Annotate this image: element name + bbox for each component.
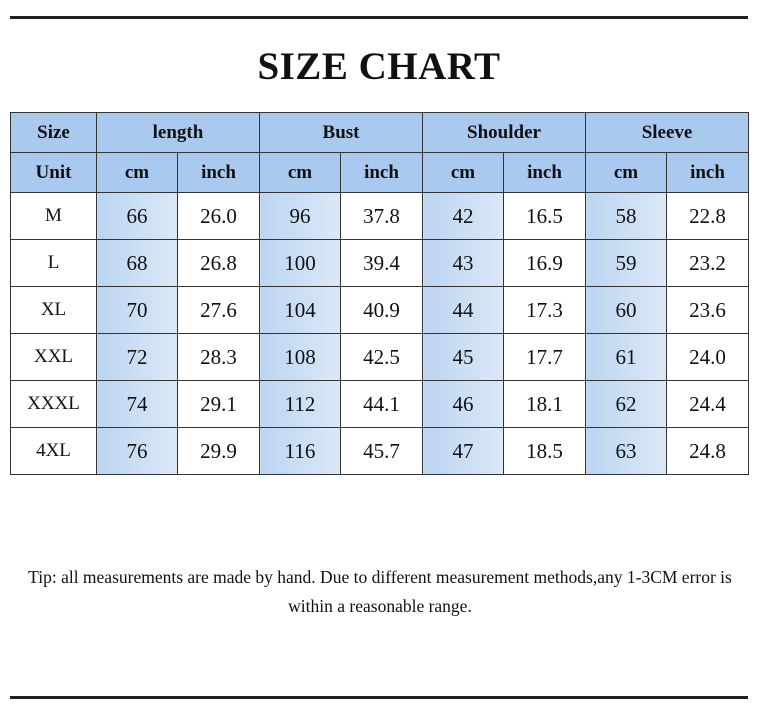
value-cell: 47: [422, 427, 504, 475]
value-cell: 24.0: [666, 333, 750, 381]
group-header: length: [96, 112, 260, 153]
value-cell: 27.6: [177, 286, 260, 334]
value-cell: 66: [96, 192, 178, 240]
value-cell: 43: [422, 239, 504, 287]
size-cell: L: [10, 239, 97, 287]
value-cell: 16.9: [502, 239, 587, 287]
value-cell: 70: [96, 286, 178, 334]
value-cell: 45: [422, 333, 504, 381]
value-cell: 76: [96, 427, 178, 475]
unit-cell: cm: [422, 152, 504, 193]
value-cell: 26.8: [177, 239, 260, 287]
value-cell: 42.5: [340, 333, 423, 381]
value-cell: 26.0: [177, 192, 260, 240]
value-cell: 40.9: [340, 286, 423, 334]
value-cell: 24.4: [666, 380, 750, 428]
size-cell: XL: [10, 286, 97, 334]
size-cell: M: [10, 192, 97, 240]
group-header: Shoulder: [421, 112, 587, 153]
unit-cell: inch: [177, 152, 260, 193]
value-cell: 104: [259, 286, 341, 334]
value-cell: 68: [96, 239, 178, 287]
value-cell: 58: [585, 192, 668, 240]
value-cell: 23.6: [666, 286, 750, 334]
value-cell: 74: [96, 380, 178, 428]
unit-cell: cm: [259, 152, 341, 193]
group-header: Bust: [259, 112, 423, 153]
value-cell: 60: [585, 286, 668, 334]
bottom-rule: [10, 696, 748, 699]
top-rule: [10, 16, 748, 19]
data-row: 4XL 76 29.9 116 45.7 47 18.5 63 24.8: [10, 427, 750, 475]
value-cell: 29.9: [177, 427, 260, 475]
data-row: XXXL 74 29.1 112 44.1 46 18.1 62 24.4: [10, 380, 750, 428]
header-row: Size length Bust Shoulder Sleeve: [10, 112, 750, 153]
size-table: Size length Bust Shoulder Sleeve Unit cm inch cm…: [10, 112, 750, 475]
value-cell: 42: [422, 192, 504, 240]
value-cell: 24.8: [666, 427, 750, 475]
unit-cell: cm: [96, 152, 178, 193]
tip: Tip: all measurements are made by hand. …: [28, 567, 732, 616]
unit-cell: inch: [502, 152, 587, 193]
value-cell: 72: [96, 333, 178, 381]
unit-cell: inch: [666, 152, 750, 193]
data-row: XL 70 27.6 104 40.9 44 17.3 60 23.6: [10, 286, 750, 334]
header-cell: Size: [10, 112, 97, 153]
value-cell: 17.3: [502, 286, 587, 334]
value-cell: 44.1: [340, 380, 423, 428]
value-cell: 29.1: [177, 380, 260, 428]
value-cell: 61: [585, 333, 668, 381]
title: SIZE CHART: [257, 45, 501, 88]
size-cell: XXXL: [10, 380, 97, 428]
unit-cell: inch: [340, 152, 423, 193]
value-cell: 59: [585, 239, 668, 287]
value-cell: 16.5: [502, 192, 587, 240]
value-cell: 45.7: [340, 427, 423, 475]
value-cell: 63: [585, 427, 668, 475]
value-cell: 18.1: [502, 380, 587, 428]
value-cell: 116: [259, 427, 341, 475]
value-cell: 96: [259, 192, 341, 240]
value-cell: 112: [259, 380, 341, 428]
unit-cell: Unit: [10, 152, 97, 193]
data-row: XXL 72 28.3 108 42.5 45 17.7 61 24.0: [10, 333, 750, 381]
value-cell: 28.3: [177, 333, 260, 381]
group-header: Sleeve: [585, 112, 750, 153]
data-row: L 68 26.8 100 39.4 43 16.9 59 23.2: [10, 239, 750, 287]
size-cell: 4XL: [10, 427, 97, 475]
value-cell: 39.4: [340, 239, 423, 287]
value-cell: 37.8: [340, 192, 423, 240]
value-cell: 44: [422, 286, 504, 334]
value-cell: 46: [422, 380, 504, 428]
value-cell: 62: [585, 380, 668, 428]
value-cell: 100: [259, 239, 341, 287]
size-cell: XXL: [10, 333, 97, 381]
value-cell: 23.2: [666, 239, 750, 287]
value-cell: 17.7: [502, 333, 587, 381]
data-row: M 66 26.0 96 37.8 42 16.5 58 22.8: [10, 192, 750, 240]
unit-row: Unit cm inch cm inch cm inch cm inch: [10, 152, 750, 193]
value-cell: 22.8: [666, 192, 750, 240]
value-cell: 18.5: [502, 427, 587, 475]
unit-cell: cm: [585, 152, 668, 193]
value-cell: 108: [259, 333, 341, 381]
